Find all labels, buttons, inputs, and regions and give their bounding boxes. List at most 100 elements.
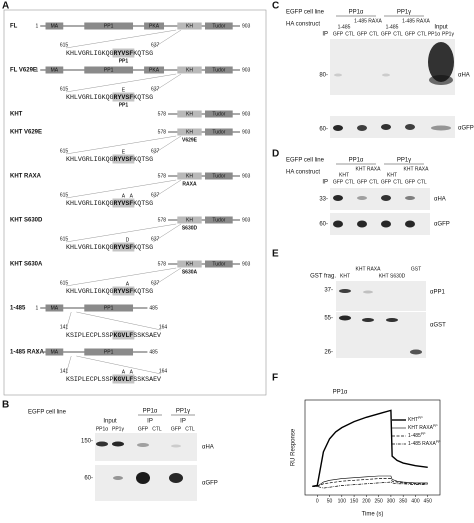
seq-start: 615	[60, 280, 69, 286]
seq-end: 164	[159, 324, 168, 330]
sequence: KSIPLECPLSSPKGVLFSSKSAEV	[66, 332, 161, 339]
lane-label: CTL	[369, 31, 379, 37]
motif-box	[112, 374, 135, 384]
substitution: A	[130, 369, 134, 375]
legend-superscript: PP	[433, 424, 438, 428]
connector	[76, 311, 162, 331]
group-label: PP1α	[349, 10, 364, 16]
mutation-label: V629E	[182, 137, 198, 143]
domain-label: MA	[51, 24, 59, 30]
substitution: A	[130, 193, 134, 199]
construct: 1-485	[338, 24, 351, 30]
series-line	[312, 481, 428, 489]
x-tick-label: 250	[374, 498, 383, 504]
sequence: KSIPLECPLSSPKGVLFSSKSAEV	[66, 376, 161, 383]
mutation-label: S630A	[182, 269, 198, 275]
band	[113, 476, 123, 480]
section-label: Input	[103, 419, 117, 425]
end-residue: 485	[149, 305, 158, 311]
domain-label: KH	[186, 68, 193, 74]
domain-label: PKA	[149, 24, 160, 30]
mutation-label: S630D	[182, 225, 198, 231]
motif-box	[112, 48, 135, 58]
domain-label: KH	[186, 218, 193, 224]
construct: 1-485 RAXA	[402, 18, 430, 24]
end-residue: 903	[242, 217, 251, 223]
seq-end: 637	[151, 236, 160, 242]
legend-label: 1-485PP	[408, 432, 426, 439]
lane-label: GFP	[333, 31, 344, 37]
construct-name: 1-485	[10, 306, 26, 312]
lane-label: GST	[411, 266, 421, 272]
blot	[330, 188, 430, 210]
lane-label: GFP	[333, 179, 344, 185]
end-residue: 903	[242, 261, 251, 267]
panel-label: B	[2, 400, 9, 411]
sequence-part: KSIPLECPLSSP	[66, 376, 114, 383]
sequence-part: KGVLF	[113, 376, 133, 383]
x-tick-label: 0	[316, 498, 319, 504]
domain-label: PP1	[104, 306, 114, 312]
cell-line-label: EGFP cell line	[286, 10, 325, 16]
lane-label: GFP	[381, 31, 392, 37]
band	[428, 42, 454, 82]
sequence-part: RYVSF	[113, 244, 133, 251]
domain	[205, 128, 233, 136]
connector	[65, 311, 72, 331]
end-residue: 903	[242, 173, 251, 179]
group-label: PP1γ	[176, 409, 190, 415]
series-line	[312, 475, 428, 487]
construct: 1-485 RAXA	[354, 18, 382, 24]
sequence: KHLVGRLIGKQGRYVSFKQTSG	[66, 288, 153, 295]
start-residue: 1	[35, 67, 38, 73]
sequence-part: KHLVGRLIGKQG	[66, 244, 114, 251]
lane-label: KHT	[340, 273, 350, 279]
sequence-part: KHLVGRLIGKQG	[66, 50, 114, 57]
sequence-part: KHLVGRLIGKQG	[66, 156, 114, 163]
antibody-label: αGFP	[202, 481, 218, 487]
sequence-part: RYVSF	[113, 288, 133, 295]
lane-label: GFP	[357, 31, 368, 37]
antibody-label: αHA	[202, 445, 214, 451]
seq-start: 141	[60, 368, 69, 374]
chart-title: PP1α	[333, 390, 348, 396]
group-label: PP1α	[349, 158, 364, 164]
motif-box	[112, 198, 135, 208]
domain-label: KH	[186, 24, 193, 30]
domain	[205, 66, 233, 74]
domain-label: MA	[51, 68, 59, 74]
motif-box	[112, 242, 135, 252]
domain	[45, 348, 64, 356]
end-residue: 903	[242, 23, 251, 29]
lane-label: GFP	[138, 426, 149, 432]
start-residue: 578	[158, 129, 167, 135]
lane-label: CTL	[417, 31, 427, 37]
panel-label: C	[272, 1, 279, 12]
connector	[65, 223, 177, 243]
sequence-part: KQTSG	[133, 200, 153, 207]
mw-marker: 60-	[319, 222, 328, 228]
construct-name: KHT V629E	[10, 130, 42, 136]
sequence: KHLVGRLIGKQGRYVSFKQTSG	[66, 94, 153, 101]
substitution: E	[122, 87, 126, 93]
construct-name: 1-485 RAXA	[10, 350, 45, 356]
mw-marker: 26-	[324, 350, 333, 356]
connector	[152, 29, 182, 49]
domain	[84, 66, 134, 74]
band	[357, 196, 367, 200]
legend-label: 1-485 RAXAPP	[408, 440, 441, 447]
sequence-part: KHLVGRLIGKQG	[66, 94, 114, 101]
substitution: D	[126, 237, 130, 243]
motif-label: PP1	[119, 58, 129, 64]
blot	[95, 433, 197, 461]
connector	[65, 135, 177, 155]
start-residue: 578	[158, 173, 167, 179]
mutation-label: RAXA	[182, 181, 197, 187]
panel-a-frame	[3, 9, 267, 396]
substitution: A	[126, 281, 130, 287]
domain	[45, 304, 64, 312]
antibody-label: αGFP	[458, 126, 474, 132]
lane-label: CTL	[345, 179, 355, 185]
domain-label: Tudor	[212, 174, 225, 180]
lane-label: PP1α	[96, 426, 108, 432]
